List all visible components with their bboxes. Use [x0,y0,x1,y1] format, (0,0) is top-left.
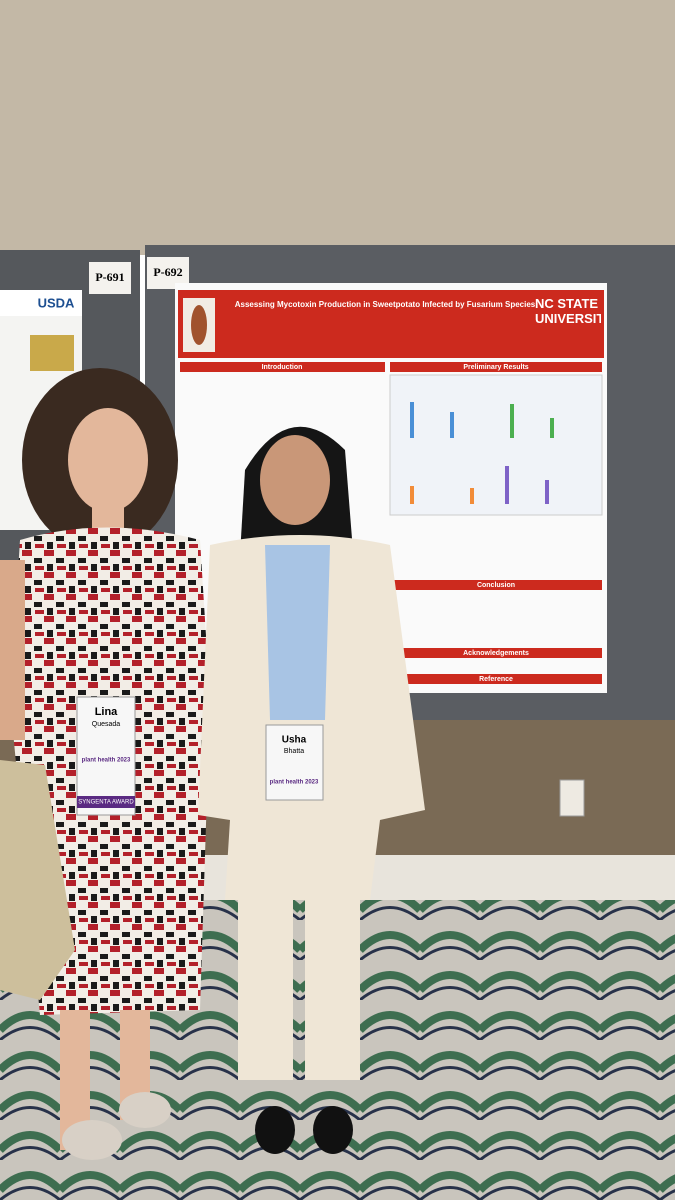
poster-header [0,290,82,316]
wall [0,0,675,255]
section-header [180,362,385,372]
section-header [390,674,602,684]
badge [265,724,324,801]
institution: NC STATE UNIVERSITY [535,296,601,326]
poster-header [178,290,604,358]
logo-text: USDA [38,295,75,310]
sweetpotato [191,305,207,345]
sign [89,262,131,294]
section-title: Acknowledgements [463,650,529,657]
badge-last-name: Quesada [92,721,121,728]
badge-first-name: Lina [95,706,118,718]
section-title: Preliminary Results [463,364,528,371]
badge-last-name: Bhatta [284,748,304,755]
poster-figure [30,335,74,371]
person-right [198,426,425,1154]
sign-text: P-692 [153,265,182,279]
results-figure [389,374,603,516]
figure-bars [410,402,554,504]
section-header [390,580,602,590]
badge-event: plant health 2023 [82,758,131,764]
badge-first-name: Usha [282,735,307,746]
section-title: Introduction [262,364,303,371]
section-header [390,648,602,658]
badge [76,696,136,816]
poster-title: Assessing Mycotoxin Production in Sweetp… [235,300,536,309]
badge-ribbon [77,796,135,808]
section-header [390,362,602,372]
sign-text: P-691 [95,270,124,284]
section-title: Conclusion [477,582,515,589]
outlet [559,779,585,817]
badge-award: SYNGENTA AWARD [78,800,134,806]
badge-event: plant health 2023 [270,780,319,786]
section-title: Reference [479,676,513,683]
institution-text: NC STATE UNIVERSITY [535,296,601,326]
